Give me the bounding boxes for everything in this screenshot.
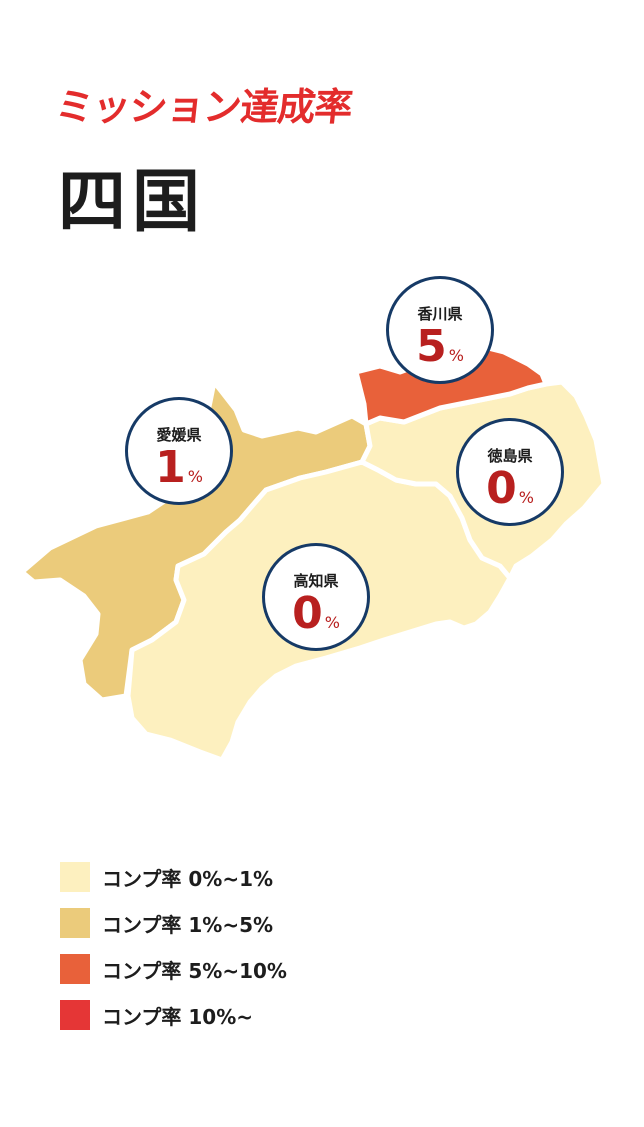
completion-value: 1 bbox=[155, 442, 186, 493]
legend-swatch bbox=[60, 862, 90, 892]
percent-unit: % bbox=[448, 346, 464, 365]
legend-swatch bbox=[60, 954, 90, 984]
legend-swatch bbox=[60, 1000, 90, 1030]
shikoku-map bbox=[19, 343, 607, 763]
legend-label: コンプ率 5%~10% bbox=[102, 958, 287, 983]
percent-unit: % bbox=[324, 613, 340, 632]
legend: コンプ率 0%~1% コンプ率 1%~5% コンプ率 5%~10% コンプ率 1… bbox=[60, 862, 287, 1046]
subtitle: ミッション達成率 bbox=[53, 85, 354, 129]
bubble-kagawa[interactable]: 香川県 5% bbox=[386, 276, 494, 384]
bubble-tokushima[interactable]: 徳島県 0% bbox=[456, 418, 564, 526]
completion-value: 5 bbox=[416, 321, 447, 372]
legend-label: コンプ率 1%~5% bbox=[102, 912, 274, 937]
percent-unit: % bbox=[518, 488, 534, 507]
legend-label: コンプ率 10%~ bbox=[102, 1004, 253, 1029]
legend-item: コンプ率 0%~1% bbox=[60, 862, 287, 892]
legend-item: コンプ率 5%~10% bbox=[60, 954, 287, 984]
completion-value: 0 bbox=[486, 463, 517, 514]
prefecture-name: 徳島県 bbox=[487, 447, 533, 465]
legend-label: コンプ率 0%~1% bbox=[102, 866, 274, 891]
percent-unit: % bbox=[187, 467, 203, 486]
legend-item: コンプ率 10%~ bbox=[60, 1000, 287, 1030]
legend-swatch bbox=[60, 908, 90, 938]
prefecture-name: 香川県 bbox=[417, 305, 463, 323]
bubble-ehime[interactable]: 愛媛県 1% bbox=[125, 397, 233, 505]
bubble-kochi[interactable]: 高知県 0% bbox=[262, 543, 370, 651]
prefecture-name: 高知県 bbox=[293, 572, 339, 590]
page-title: 四国 bbox=[58, 162, 207, 242]
completion-value: 0 bbox=[292, 588, 323, 639]
legend-item: コンプ率 1%~5% bbox=[60, 908, 287, 938]
prefecture-name: 愛媛県 bbox=[156, 426, 202, 444]
